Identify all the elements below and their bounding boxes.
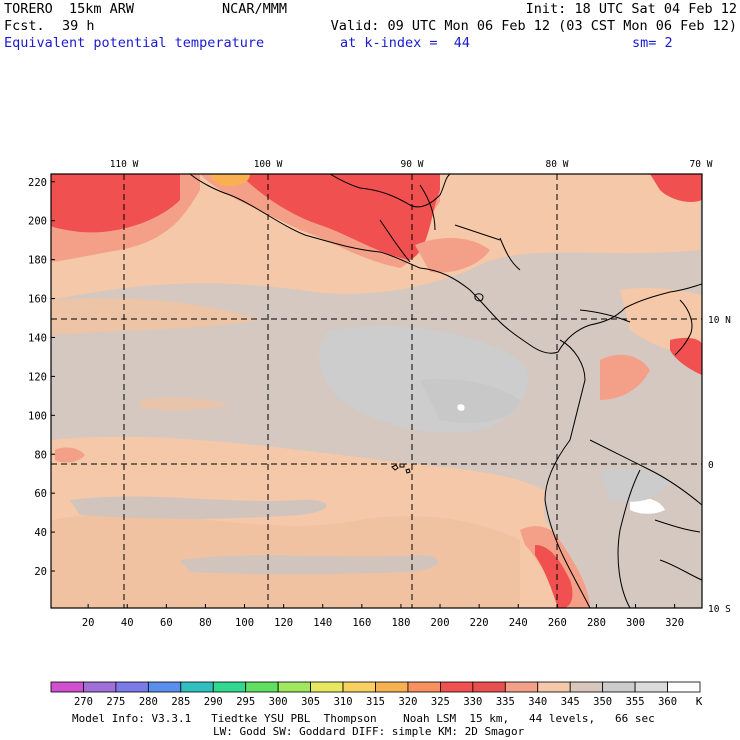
colorbar-swatch bbox=[277, 681, 311, 693]
colorbar-label: 360 bbox=[658, 696, 677, 708]
colorbar-label: 290 bbox=[204, 696, 223, 708]
lon-label-80w: 80 W bbox=[546, 159, 569, 170]
x-axis: 20 40 60 80 100 120 140 160 180 200 220 240 260 280 30… bbox=[82, 604, 684, 629]
colorbar-label: 285 bbox=[171, 696, 190, 708]
x-tick-label: 160 bbox=[352, 617, 371, 629]
lon-label-70w: 70 W bbox=[690, 159, 713, 170]
x-tick-label: 180 bbox=[391, 617, 410, 629]
x-tick-label: 220 bbox=[470, 617, 489, 629]
x-tick-label: 60 bbox=[160, 617, 173, 629]
colorbar-label: 280 bbox=[139, 696, 158, 708]
footer-model-info: Model Info: V3.3.1 Tiedtke YSU PBL Thomp… bbox=[72, 712, 655, 725]
level-label: at k-index = 44 bbox=[340, 35, 471, 51]
latlon-grid bbox=[51, 174, 702, 608]
colorbar-swatch bbox=[50, 681, 84, 693]
colorbar-unit: K bbox=[696, 695, 703, 708]
colorbar-swatch bbox=[439, 681, 474, 693]
colorbar-label: 310 bbox=[334, 696, 353, 708]
colorbar-swatch bbox=[310, 681, 344, 693]
y-tick-label: 160 bbox=[28, 294, 47, 306]
lon-label-110w: 110 W bbox=[110, 159, 139, 170]
colorbar: 270 275 280 285 290 295 300 305 310 315 320 325 330 3… bbox=[50, 681, 701, 708]
lon-label-100w: 100 W bbox=[254, 159, 283, 170]
x-tick-label: 140 bbox=[313, 617, 332, 629]
colorbar-swatch bbox=[602, 681, 636, 693]
colorbar-swatch bbox=[375, 681, 409, 693]
y-tick-label: 180 bbox=[28, 255, 47, 267]
colorbar-swatch bbox=[504, 681, 539, 693]
x-tick-label: 280 bbox=[587, 617, 606, 629]
colorbar-swatch bbox=[147, 681, 182, 693]
coastlines bbox=[189, 174, 702, 608]
x-tick-label: 20 bbox=[82, 617, 95, 629]
colorbar-swatch bbox=[634, 681, 668, 693]
colorbar-swatch bbox=[472, 681, 506, 693]
colorbar-label: 315 bbox=[366, 696, 385, 708]
lat-label-10s: 10 S bbox=[708, 604, 731, 615]
y-tick-label: 220 bbox=[28, 177, 47, 189]
colorbar-swatch bbox=[180, 681, 214, 693]
x-tick-label: 80 bbox=[199, 617, 212, 629]
y-axis: 220 200 180 160 140 120 100 80 60 40 20 bbox=[28, 177, 55, 578]
colorbar-swatch bbox=[245, 681, 279, 693]
lon-labels: 110 W 100 W 90 W 80 W 70 W bbox=[110, 159, 713, 170]
center-name: NCAR/MMM bbox=[222, 1, 288, 17]
theta-e-field bbox=[51, 174, 702, 608]
lon-label-90w: 90 W bbox=[401, 159, 424, 170]
x-tick-label: 240 bbox=[509, 617, 528, 629]
colorbar-swatch bbox=[212, 681, 247, 693]
x-tick-label: 300 bbox=[626, 617, 645, 629]
model-name: TORERO 15km ARW bbox=[4, 1, 135, 17]
map-frame bbox=[50, 173, 703, 609]
y-tick-label: 60 bbox=[34, 488, 47, 500]
colorbar-swatch bbox=[569, 681, 604, 693]
x-tick-label: 260 bbox=[548, 617, 567, 629]
init-time: Init: 18 UTC Sat 04 Feb 12 bbox=[525, 1, 737, 17]
colorbar-swatch bbox=[667, 681, 701, 693]
colorbar-label: 345 bbox=[561, 696, 580, 708]
colorbar-swatch bbox=[407, 681, 441, 693]
colorbar-swatch bbox=[342, 681, 376, 693]
colorbar-swatch bbox=[115, 681, 149, 693]
x-tick-label: 40 bbox=[121, 617, 134, 629]
lat-label-10n: 10 N bbox=[708, 315, 731, 326]
y-tick-label: 20 bbox=[34, 566, 47, 578]
colorbar-label: 340 bbox=[528, 696, 547, 708]
x-tick-label: 120 bbox=[274, 617, 293, 629]
fcst-label: Fcst. bbox=[4, 18, 45, 34]
smoothing-label: sm= 2 bbox=[632, 35, 673, 51]
lat-labels: 10 N 0 10 S bbox=[708, 315, 731, 615]
fcst-hours: 39 h bbox=[62, 18, 95, 34]
colorbar-label: 330 bbox=[463, 696, 482, 708]
footer-physics-info: LW: Godd SW: Goddard DIFF: simple KM: 2D… bbox=[213, 725, 525, 738]
y-tick-label: 120 bbox=[28, 371, 47, 383]
valid-time: Valid: 09 UTC Mon 06 Feb 12 (03 CST Mon … bbox=[330, 18, 737, 34]
colorbar-label: 305 bbox=[301, 696, 320, 708]
colorbar-label: 335 bbox=[496, 696, 515, 708]
colorbar-label: 270 bbox=[74, 696, 93, 708]
colorbar-label: 355 bbox=[626, 696, 645, 708]
colorbar-swatch bbox=[537, 681, 571, 693]
x-tick-label: 100 bbox=[235, 617, 254, 629]
x-tick-label: 320 bbox=[665, 617, 684, 629]
colorbar-label: 295 bbox=[236, 696, 255, 708]
y-tick-label: 140 bbox=[28, 332, 47, 344]
x-tick-label: 200 bbox=[431, 617, 450, 629]
y-tick-label: 200 bbox=[28, 216, 47, 228]
y-tick-label: 100 bbox=[28, 410, 47, 422]
y-tick-label: 40 bbox=[34, 527, 47, 539]
colorbar-label: 320 bbox=[398, 696, 417, 708]
colorbar-label: 350 bbox=[593, 696, 612, 708]
field-name: Equivalent potential temperature bbox=[4, 35, 265, 51]
lat-label-0: 0 bbox=[708, 460, 714, 471]
y-tick-label: 80 bbox=[34, 449, 47, 461]
colorbar-label: 275 bbox=[106, 696, 125, 708]
colorbar-swatch bbox=[83, 681, 117, 693]
colorbar-label: 300 bbox=[269, 696, 288, 708]
colorbar-label: 325 bbox=[431, 696, 450, 708]
